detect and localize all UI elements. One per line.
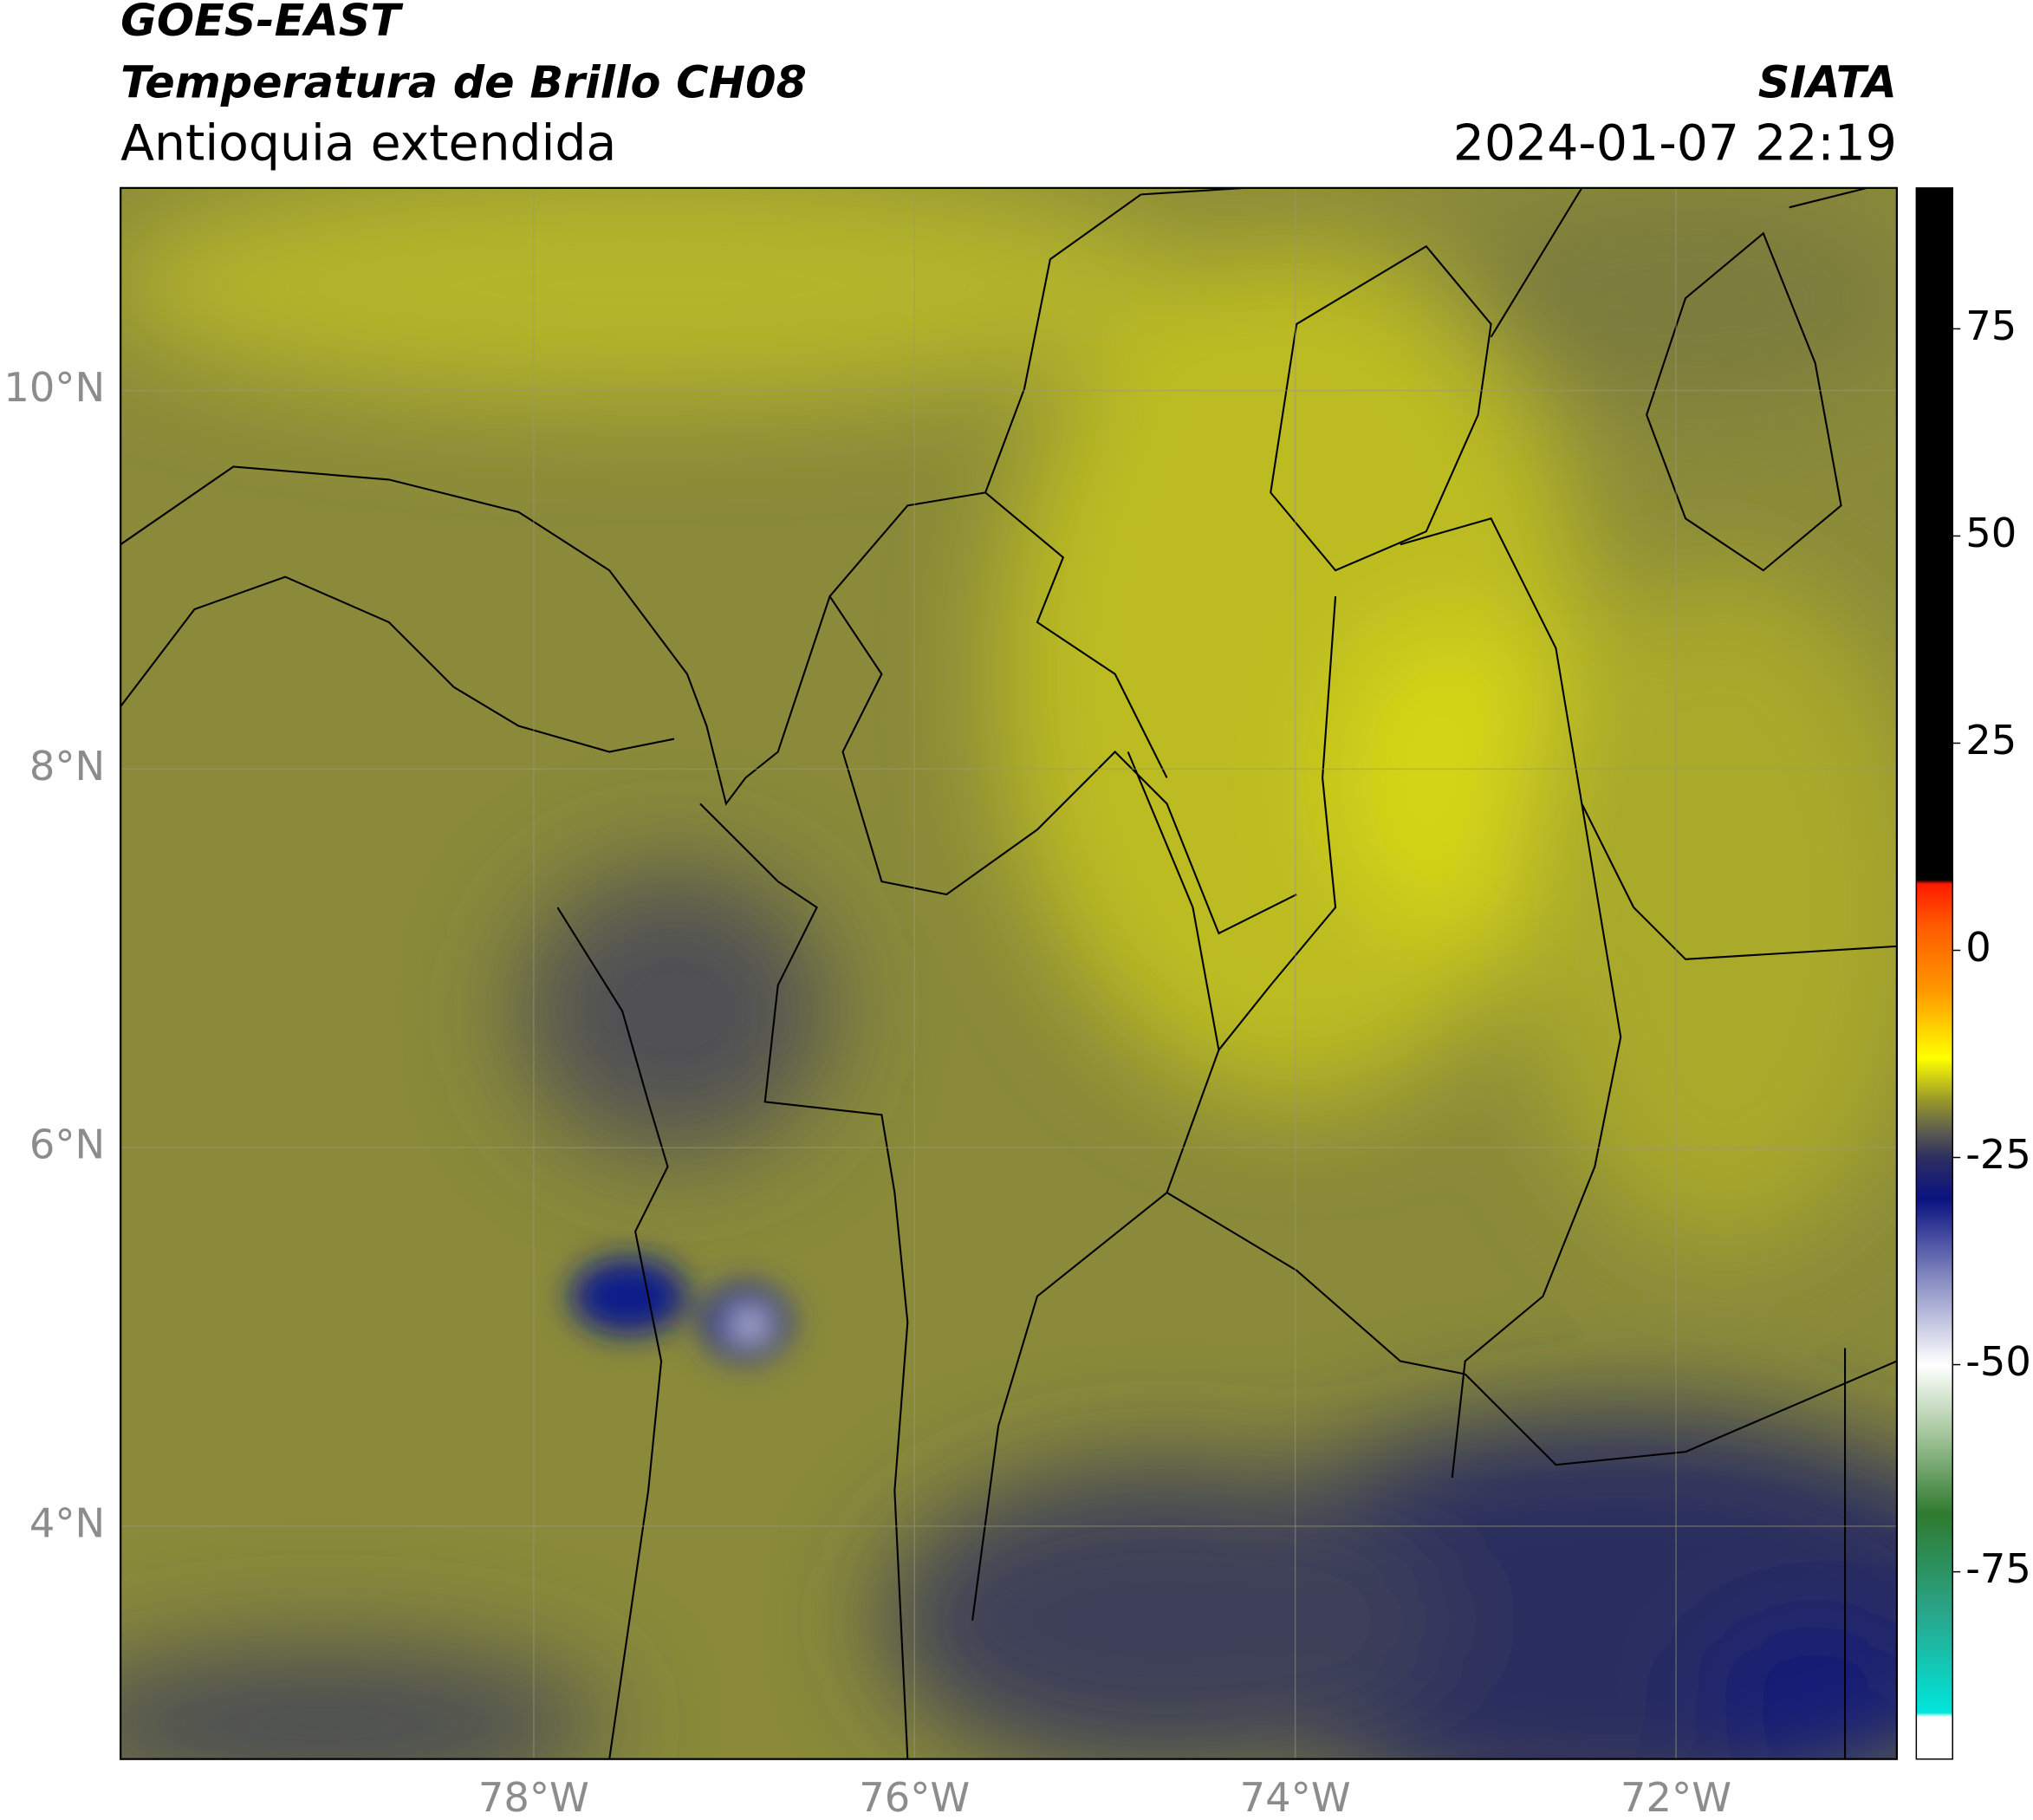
y-tick-label: 8°N (29, 743, 105, 790)
x-tick-label: 78°W (478, 1774, 589, 1820)
region: Antioquia extendida (120, 115, 616, 172)
colorbar (1915, 187, 1953, 1760)
x-tick-label: 76°W (859, 1774, 970, 1820)
colorbar-tick-label: 0 (1965, 924, 1991, 971)
colorbar-tick-label: 25 (1965, 717, 2017, 764)
y-tick-label: 10°N (3, 364, 105, 411)
x-tick-label: 74°W (1240, 1774, 1351, 1820)
colorbar-tick-label: -50 (1965, 1338, 2031, 1385)
colorbar-tick-label: -75 (1965, 1545, 2031, 1592)
grid (120, 187, 1897, 1759)
y-tick-label: 4°N (29, 1500, 105, 1547)
colorbar-tick-label: 75 (1965, 302, 2017, 349)
map-frame (120, 186, 1899, 1760)
satellite-image (120, 187, 1897, 1759)
colorbar-tick-label: -25 (1965, 1131, 2031, 1178)
title: GOES-EAST (120, 0, 404, 46)
source: SIATA (1758, 57, 1897, 108)
subtitle: Temperatura de Brillo CH08 (120, 57, 807, 108)
x-tick-label: 72°W (1621, 1774, 1731, 1820)
colorbar-tick-label: 50 (1965, 510, 2017, 556)
datetime: 2024-01-07 22:19 (1453, 115, 1897, 172)
y-tick-label: 6°N (29, 1121, 105, 1168)
